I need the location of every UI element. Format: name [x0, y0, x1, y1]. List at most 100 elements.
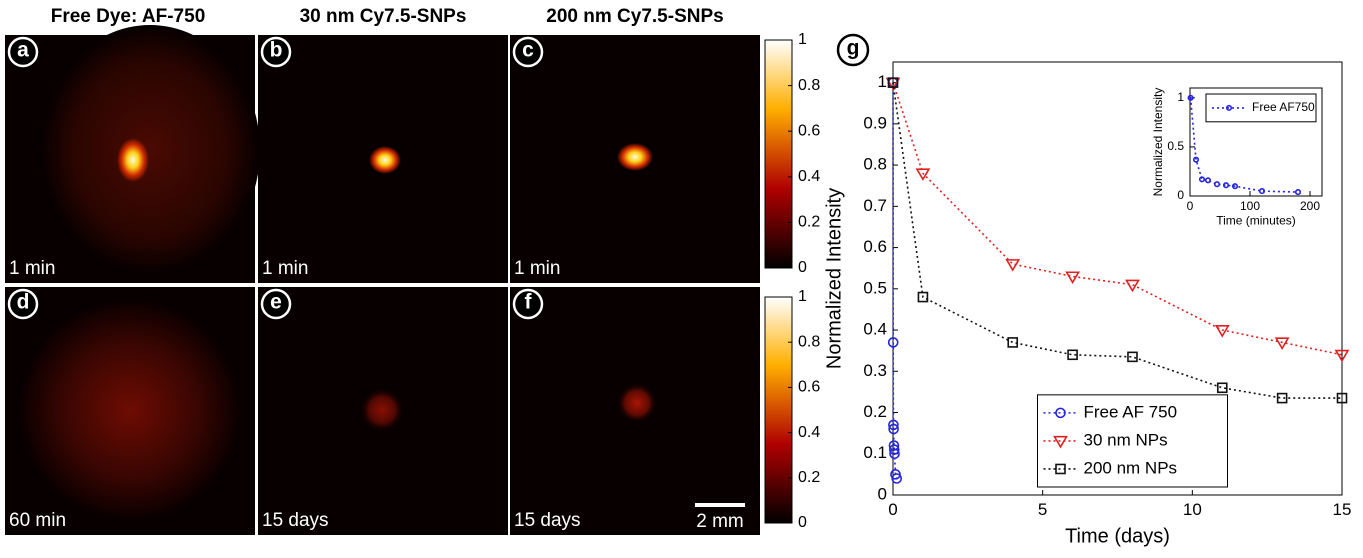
x-tick-label: 100 — [1240, 199, 1260, 213]
y-tick-label: 0.6 — [863, 237, 887, 256]
marker — [1065, 271, 1080, 285]
images: 2 mm — [5, 25, 760, 535]
panel-badge — [512, 36, 544, 68]
marker — [917, 291, 929, 303]
marker — [1231, 183, 1239, 190]
scale-bar-label: 2 mm — [696, 511, 744, 532]
panel-letter: a — [17, 39, 29, 62]
marker — [1225, 104, 1233, 111]
colorbar-tick-label: 0 — [798, 514, 807, 531]
x-axis-label: Time (days) — [1065, 525, 1170, 547]
spot — [617, 383, 657, 423]
marker — [1198, 176, 1206, 183]
marker — [1067, 349, 1078, 361]
panel-badge — [260, 288, 292, 320]
colorbar-tick-label: 0 — [798, 259, 807, 276]
marker — [1005, 259, 1021, 272]
panel-time: 1 min — [514, 258, 560, 279]
marker — [887, 337, 899, 348]
panel-letter: e — [270, 291, 282, 314]
y-axis-label: Normalized Intensity — [1151, 88, 1165, 197]
series-line — [892, 82, 1343, 356]
colorbar-tick-label: 0.6 — [798, 379, 820, 396]
panel-badge — [7, 36, 39, 68]
panel-letter: b — [270, 39, 283, 62]
series-line — [892, 82, 898, 479]
marker — [1053, 435, 1068, 449]
marker — [1334, 349, 1350, 363]
y-tick-label: 0.4 — [863, 320, 887, 339]
colorbar-tick-label: 0.4 — [798, 168, 820, 185]
y-tick-label: 0.7 — [863, 196, 887, 215]
y-tick-label: 0 — [878, 484, 887, 503]
colorbar-tick-label: 0.8 — [798, 77, 820, 94]
panel-time: 1 min — [262, 258, 308, 279]
marker — [1213, 181, 1221, 188]
marker — [1294, 189, 1302, 196]
column-title: 200 nm Cy7.5-SNPs — [546, 6, 723, 27]
panel-badge — [836, 33, 870, 67]
colorbar-tick-label: 0.4 — [798, 424, 820, 441]
panel-time: 15 days — [514, 510, 581, 531]
y-tick-label: 1 — [1177, 90, 1184, 104]
panel-letter: d — [17, 291, 30, 314]
x-axis-label: Time (minutes) — [1216, 213, 1296, 227]
panel-time: 15 days — [262, 510, 329, 531]
glow — [40, 25, 260, 275]
y-tick-label: 0.3 — [863, 361, 887, 380]
y-tick-label: 0.9 — [863, 113, 887, 132]
marker — [1192, 156, 1200, 163]
panel-time: 1 min — [9, 258, 55, 279]
colorbar-tick-label: 1 — [798, 31, 807, 48]
marker — [1214, 325, 1230, 338]
marker — [1222, 182, 1230, 189]
x-tick-label: 0 — [888, 500, 897, 519]
panel-badge — [7, 288, 39, 320]
marker — [1127, 351, 1138, 363]
x-tick-label: 10 — [1183, 500, 1202, 519]
legend-label: Free AF750 — [1252, 100, 1315, 114]
spot — [360, 388, 404, 432]
column-title: Free Dye: AF-750 — [51, 6, 206, 27]
x-tick-label: 200 — [1300, 199, 1320, 213]
spot — [369, 146, 401, 174]
column-title: 30 nm Cy7.5-SNPs — [300, 6, 467, 27]
marker — [915, 168, 931, 181]
marker — [891, 473, 903, 484]
colorbar-tick-label: 0.8 — [798, 333, 820, 350]
legend-box — [1205, 93, 1317, 123]
marker — [1258, 188, 1266, 195]
marker — [888, 444, 900, 455]
panel-badge — [260, 36, 292, 68]
colorbar-tick-label: 1 — [798, 288, 807, 305]
marker — [1055, 463, 1066, 475]
plot-frame — [1189, 87, 1323, 197]
marker — [889, 448, 900, 460]
marker — [1274, 337, 1290, 350]
y-tick-label: 0.5 — [1167, 139, 1184, 153]
x-tick-label: 15 — [1333, 500, 1352, 519]
y-axis-label: Normalized Intensity — [823, 188, 845, 369]
marker — [887, 77, 899, 88]
panel-letter: f — [525, 291, 533, 314]
x-tick-label: 5 — [1038, 500, 1047, 519]
glow — [20, 300, 240, 520]
panel-letter: g — [847, 37, 860, 60]
y-tick-label: 0.2 — [863, 402, 887, 421]
colorbar — [764, 296, 793, 524]
y-tick-label: 0 — [1177, 188, 1184, 202]
marker — [888, 423, 899, 435]
panel-letter: c — [522, 39, 534, 62]
marker — [1204, 177, 1212, 184]
colorbar — [764, 39, 793, 269]
marker — [1216, 382, 1228, 394]
panel-badge — [512, 288, 544, 320]
y-tick-label: 0.1 — [863, 443, 887, 462]
marker — [1276, 392, 1288, 404]
x-tick-label: 0 — [1187, 199, 1194, 213]
legend-label: Free AF 750 — [1084, 402, 1178, 421]
marker — [1125, 279, 1140, 293]
colorbar-tick-label: 0.2 — [798, 469, 820, 486]
panel-time: 60 min — [9, 510, 66, 531]
